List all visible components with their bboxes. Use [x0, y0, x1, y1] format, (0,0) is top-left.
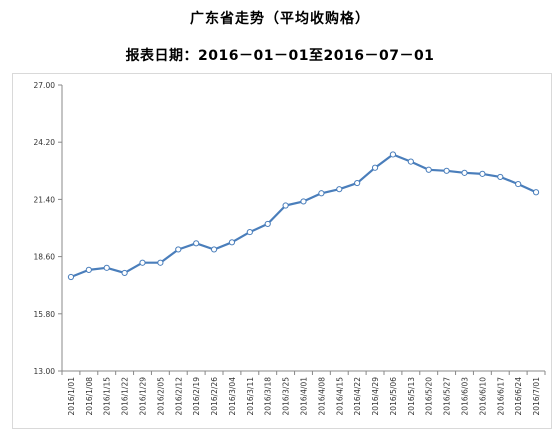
x-tick-label: 2016/3/25 — [282, 377, 291, 416]
data-point — [264, 220, 271, 228]
data-point — [157, 259, 164, 266]
x-tick-label: 2016/3/11 — [246, 377, 255, 416]
data-point — [407, 158, 414, 165]
data-point — [425, 166, 432, 173]
x-tick-label: 2016/3/04 — [228, 377, 237, 416]
data-point — [515, 180, 522, 188]
x-tick-label: 2016/4/29 — [371, 377, 380, 416]
data-point — [85, 266, 92, 273]
x-tick-label: 2016/4/01 — [300, 377, 309, 416]
x-tick-label: 2016/7/01 — [532, 377, 541, 416]
data-point — [175, 246, 182, 253]
chart-subtitle: 报表日期：2016－01－01至2016－07－01 — [125, 48, 435, 64]
x-tick-label: 2016/1/29 — [139, 377, 148, 416]
y-tick-label: 24.20 — [34, 138, 56, 147]
data-point — [389, 151, 397, 158]
x-tick-label: 2016/1/01 — [67, 377, 76, 416]
x-tick-label: 2016/4/22 — [353, 377, 362, 416]
data-point — [121, 269, 128, 277]
x-tick-label: 2016/6/03 — [461, 377, 470, 416]
data-point — [282, 202, 289, 209]
data-point — [103, 264, 110, 271]
x-tick-label: 2016/1/08 — [85, 377, 94, 416]
data-point — [193, 240, 200, 247]
x-tick-label: 2016/5/20 — [425, 377, 434, 416]
data-point — [67, 273, 75, 281]
x-tick-label: 2016/5/13 — [407, 377, 416, 416]
x-tick-label: 2016/2/19 — [192, 377, 201, 416]
y-tick-label: 18.60 — [34, 253, 56, 262]
data-point — [532, 189, 540, 196]
x-tick-label: 2016/6/17 — [496, 377, 505, 416]
chart-title: 广东省走势（平均收购格） — [190, 11, 370, 27]
y-tick-label: 13.00 — [34, 367, 56, 376]
data-point — [228, 239, 236, 246]
data-point — [246, 228, 253, 236]
data-point — [318, 190, 325, 197]
data-point — [300, 198, 307, 205]
data-point — [461, 169, 468, 176]
x-tick-label: 2016/2/05 — [156, 377, 165, 416]
data-point — [336, 186, 343, 193]
x-tick-label: 2016/6/10 — [478, 377, 487, 416]
x-tick-label: 2016/4/08 — [317, 377, 326, 416]
y-tick-label: 15.80 — [34, 310, 56, 319]
data-point — [497, 173, 504, 181]
x-tick-label: 2016/5/06 — [389, 377, 398, 416]
data-point — [371, 164, 379, 171]
data-point — [479, 170, 486, 177]
x-tick-label: 2016/5/27 — [443, 377, 452, 416]
x-tick-label: 2016/4/15 — [335, 377, 344, 416]
x-tick-label: 2016/1/22 — [121, 377, 130, 416]
data-point — [354, 179, 361, 187]
x-tick-label: 2016/2/12 — [174, 377, 183, 416]
y-tick-label: 27.00 — [34, 81, 56, 90]
data-point — [139, 259, 146, 266]
data-point — [210, 246, 218, 253]
x-tick-label: 2016/2/26 — [210, 377, 219, 416]
x-tick-label: 2016/6/24 — [514, 377, 523, 416]
x-tick-label: 2016/3/18 — [264, 377, 273, 416]
data-point — [443, 167, 450, 174]
x-tick-label: 2016/1/15 — [103, 377, 112, 416]
y-tick-label: 21.40 — [34, 195, 56, 204]
chart-area-frame — [12, 73, 552, 429]
